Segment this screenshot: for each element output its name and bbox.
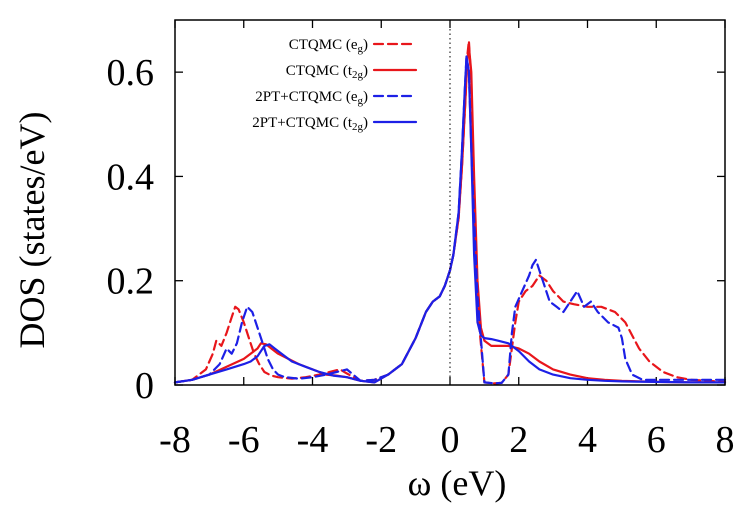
x-tick-labels: -8 -6 -4 -2 0 2 4 6 8 [159,419,734,461]
series-line-4 [173,55,727,384]
x-tick-label: 4 [578,419,597,461]
legend-label: 2PT+CTQMC (eg) [255,89,368,107]
y-tick-labels: 0 0.2 0.4 0.6 [107,52,155,407]
y-tick-label: 0.2 [107,261,155,303]
y-tick-label: 0.6 [107,52,155,94]
legend-label: CTQMC (t2g) [286,63,368,81]
y-tick-label: 0.4 [107,156,155,198]
x-tick-label: 8 [716,419,735,461]
x-axis-label: ω (eV) [408,463,507,503]
x-tick-label: -2 [365,419,397,461]
legend: CTQMC (eg) CTQMC (t2g) 2PT+CTQMC (eg) 2PT+C… [252,37,418,133]
x-tick-label: 2 [509,419,528,461]
x-tick-label: -8 [159,419,191,461]
legend-label: CTQMC (eg) [289,37,368,55]
plot-frame [174,19,726,386]
y-tick-label: 0 [135,365,154,407]
x-tick-label: -6 [228,419,260,461]
x-tick-label: 0 [441,419,460,461]
x-tick-label: -4 [297,419,329,461]
x-tick-label: 6 [647,419,666,461]
chart-series [173,39,727,385]
legend-label: 2PT+CTQMC (t2g) [252,115,368,133]
y-axis-label: DOS (states/eV) [12,112,52,349]
